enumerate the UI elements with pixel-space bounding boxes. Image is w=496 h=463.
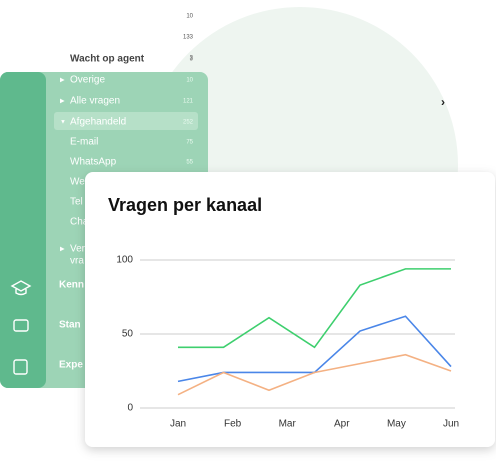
- active-row: [54, 112, 198, 130]
- nav-count: 121: [183, 99, 194, 105]
- chart-card: [85, 172, 495, 447]
- faded-count: 133: [183, 35, 194, 41]
- nav-item: Alle vragen: [70, 96, 120, 107]
- chevron: ›: [441, 95, 445, 109]
- y-tick-label: 100: [116, 255, 133, 266]
- line-series: [178, 268, 451, 349]
- x-tick-label: Mar: [279, 419, 297, 430]
- x-tick-label: Jun: [443, 419, 459, 430]
- sub-item: E-mail: [70, 137, 98, 148]
- y-tick-label: 0: [127, 403, 133, 414]
- nav-section: Expe: [59, 360, 83, 371]
- nav-icons: [10, 280, 32, 375]
- x-tick-label: Jan: [170, 419, 186, 430]
- x-tick-label: May: [387, 419, 406, 430]
- icon-cap: [10, 280, 32, 296]
- faded-header: Wacht op agent: [70, 54, 145, 65]
- nav-item: Ver: [70, 244, 86, 255]
- icon-person: [13, 359, 28, 375]
- sub-count: 75: [186, 140, 193, 146]
- y-tick-label: 50: [122, 329, 134, 340]
- sub-item: We: [70, 177, 85, 188]
- arrow: ▶: [60, 247, 65, 253]
- nav-item: Overige: [70, 75, 105, 86]
- sub-item: Tel: [70, 197, 83, 208]
- sub-item: Cha: [70, 217, 89, 228]
- x-tick-label: Apr: [334, 419, 350, 430]
- sidebar-strip: [0, 72, 46, 388]
- nav-item: vra: [70, 256, 84, 267]
- arrow: ▶: [60, 78, 65, 84]
- arrow: ▶: [60, 99, 65, 105]
- sub-count: 55: [186, 160, 193, 166]
- arrow: ▼: [60, 120, 66, 126]
- faded-count: 3: [190, 56, 194, 62]
- nav-item: Afgehandeld: [70, 117, 126, 128]
- nav-count: 10: [186, 78, 193, 84]
- nav-section: Stan: [59, 320, 81, 331]
- chart-title: Vragen per kanaal: [108, 195, 262, 215]
- faded-count: 3: [190, 57, 194, 63]
- line-series: [177, 353, 452, 396]
- x-tick-label: Feb: [224, 419, 242, 430]
- icon-chat: [13, 319, 29, 332]
- nav-section: Kenn: [59, 280, 84, 291]
- sub-item: WhatsApp: [70, 157, 117, 168]
- faded-count: 10: [186, 14, 193, 20]
- nav-count: 252: [183, 120, 194, 126]
